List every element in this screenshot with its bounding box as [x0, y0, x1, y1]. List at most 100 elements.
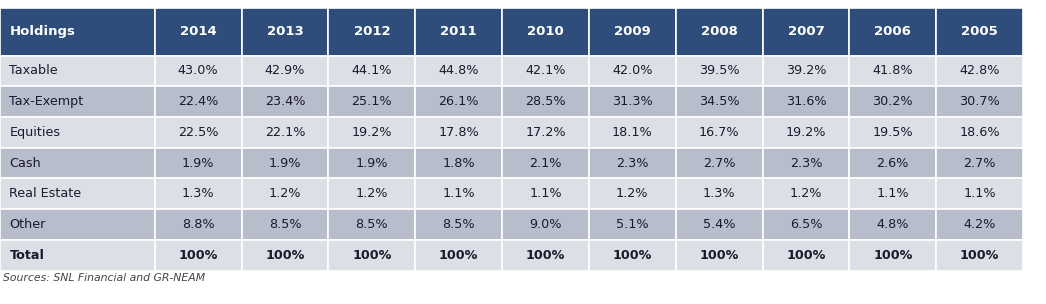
Text: 44.1%: 44.1%: [351, 64, 392, 78]
Bar: [155, 86, 242, 117]
Bar: [328, 8, 415, 56]
Bar: [328, 240, 415, 271]
Bar: [763, 209, 849, 240]
Text: 31.3%: 31.3%: [612, 95, 653, 108]
Text: Total: Total: [9, 249, 44, 262]
Bar: [0, 209, 155, 240]
Text: 16.7%: 16.7%: [699, 126, 740, 139]
Bar: [676, 240, 763, 271]
Bar: [589, 56, 676, 86]
Text: Real Estate: Real Estate: [9, 187, 82, 200]
Bar: [502, 8, 589, 56]
Bar: [502, 117, 589, 148]
Text: 100%: 100%: [353, 249, 391, 262]
Text: 2.3%: 2.3%: [616, 157, 649, 170]
Bar: [415, 148, 502, 178]
Text: Sources: SNL Financial and GR-NEAM: Sources: SNL Financial and GR-NEAM: [3, 273, 205, 283]
Bar: [0, 240, 155, 271]
Text: 2009: 2009: [614, 25, 651, 38]
Bar: [936, 56, 1023, 86]
Bar: [0, 148, 155, 178]
Bar: [242, 209, 328, 240]
Bar: [763, 240, 849, 271]
Text: 42.0%: 42.0%: [612, 64, 653, 78]
Bar: [242, 148, 328, 178]
Bar: [328, 178, 415, 209]
Text: 26.1%: 26.1%: [438, 95, 479, 108]
Text: 41.8%: 41.8%: [872, 64, 913, 78]
Text: 100%: 100%: [266, 249, 304, 262]
Bar: [849, 86, 936, 117]
Text: 2.3%: 2.3%: [790, 157, 822, 170]
Text: 8.5%: 8.5%: [269, 218, 301, 231]
Text: 22.5%: 22.5%: [178, 126, 219, 139]
Text: 31.6%: 31.6%: [786, 95, 826, 108]
Text: 18.1%: 18.1%: [612, 126, 653, 139]
Bar: [242, 178, 328, 209]
Text: 2008: 2008: [701, 25, 737, 38]
Text: 34.5%: 34.5%: [699, 95, 740, 108]
Text: 1.9%: 1.9%: [182, 157, 214, 170]
Text: 1.2%: 1.2%: [269, 187, 301, 200]
Bar: [676, 209, 763, 240]
Text: 2.1%: 2.1%: [529, 157, 562, 170]
Text: 1.2%: 1.2%: [616, 187, 649, 200]
Bar: [328, 56, 415, 86]
Text: 6.5%: 6.5%: [790, 218, 822, 231]
Bar: [328, 148, 415, 178]
Bar: [242, 86, 328, 117]
Text: 43.0%: 43.0%: [178, 64, 219, 78]
Text: 30.7%: 30.7%: [959, 95, 1000, 108]
Bar: [589, 148, 676, 178]
Bar: [415, 209, 502, 240]
Bar: [676, 178, 763, 209]
Text: 100%: 100%: [613, 249, 652, 262]
Text: 2.6%: 2.6%: [877, 157, 909, 170]
Bar: [589, 209, 676, 240]
Bar: [763, 8, 849, 56]
Bar: [415, 56, 502, 86]
Bar: [763, 56, 849, 86]
Bar: [0, 117, 155, 148]
Bar: [415, 86, 502, 117]
Text: 19.5%: 19.5%: [872, 126, 913, 139]
Text: 2014: 2014: [180, 25, 217, 38]
Text: 42.9%: 42.9%: [265, 64, 305, 78]
Bar: [502, 86, 589, 117]
Text: Taxable: Taxable: [9, 64, 58, 78]
Text: Cash: Cash: [9, 157, 41, 170]
Text: 22.1%: 22.1%: [265, 126, 305, 139]
Text: 39.2%: 39.2%: [786, 64, 826, 78]
Bar: [155, 240, 242, 271]
Text: 8.5%: 8.5%: [442, 218, 475, 231]
Text: 1.8%: 1.8%: [442, 157, 475, 170]
Bar: [936, 178, 1023, 209]
Text: 8.8%: 8.8%: [182, 218, 214, 231]
Bar: [415, 178, 502, 209]
Bar: [936, 148, 1023, 178]
Bar: [502, 240, 589, 271]
Text: 1.1%: 1.1%: [877, 187, 909, 200]
Bar: [0, 8, 155, 56]
Text: 2007: 2007: [788, 25, 824, 38]
Text: 22.4%: 22.4%: [178, 95, 219, 108]
Bar: [242, 117, 328, 148]
Bar: [849, 117, 936, 148]
Text: 1.9%: 1.9%: [269, 157, 301, 170]
Text: 25.1%: 25.1%: [351, 95, 392, 108]
Bar: [763, 148, 849, 178]
Text: 30.2%: 30.2%: [872, 95, 913, 108]
Text: 44.8%: 44.8%: [438, 64, 479, 78]
Bar: [415, 8, 502, 56]
Text: 1.1%: 1.1%: [442, 187, 475, 200]
Text: 2011: 2011: [440, 25, 477, 38]
Text: 17.8%: 17.8%: [438, 126, 479, 139]
Text: 1.3%: 1.3%: [182, 187, 214, 200]
Text: 42.8%: 42.8%: [959, 64, 1000, 78]
Bar: [0, 86, 155, 117]
Text: 100%: 100%: [439, 249, 478, 262]
Bar: [242, 56, 328, 86]
Bar: [328, 86, 415, 117]
Bar: [849, 8, 936, 56]
Text: 1.1%: 1.1%: [529, 187, 562, 200]
